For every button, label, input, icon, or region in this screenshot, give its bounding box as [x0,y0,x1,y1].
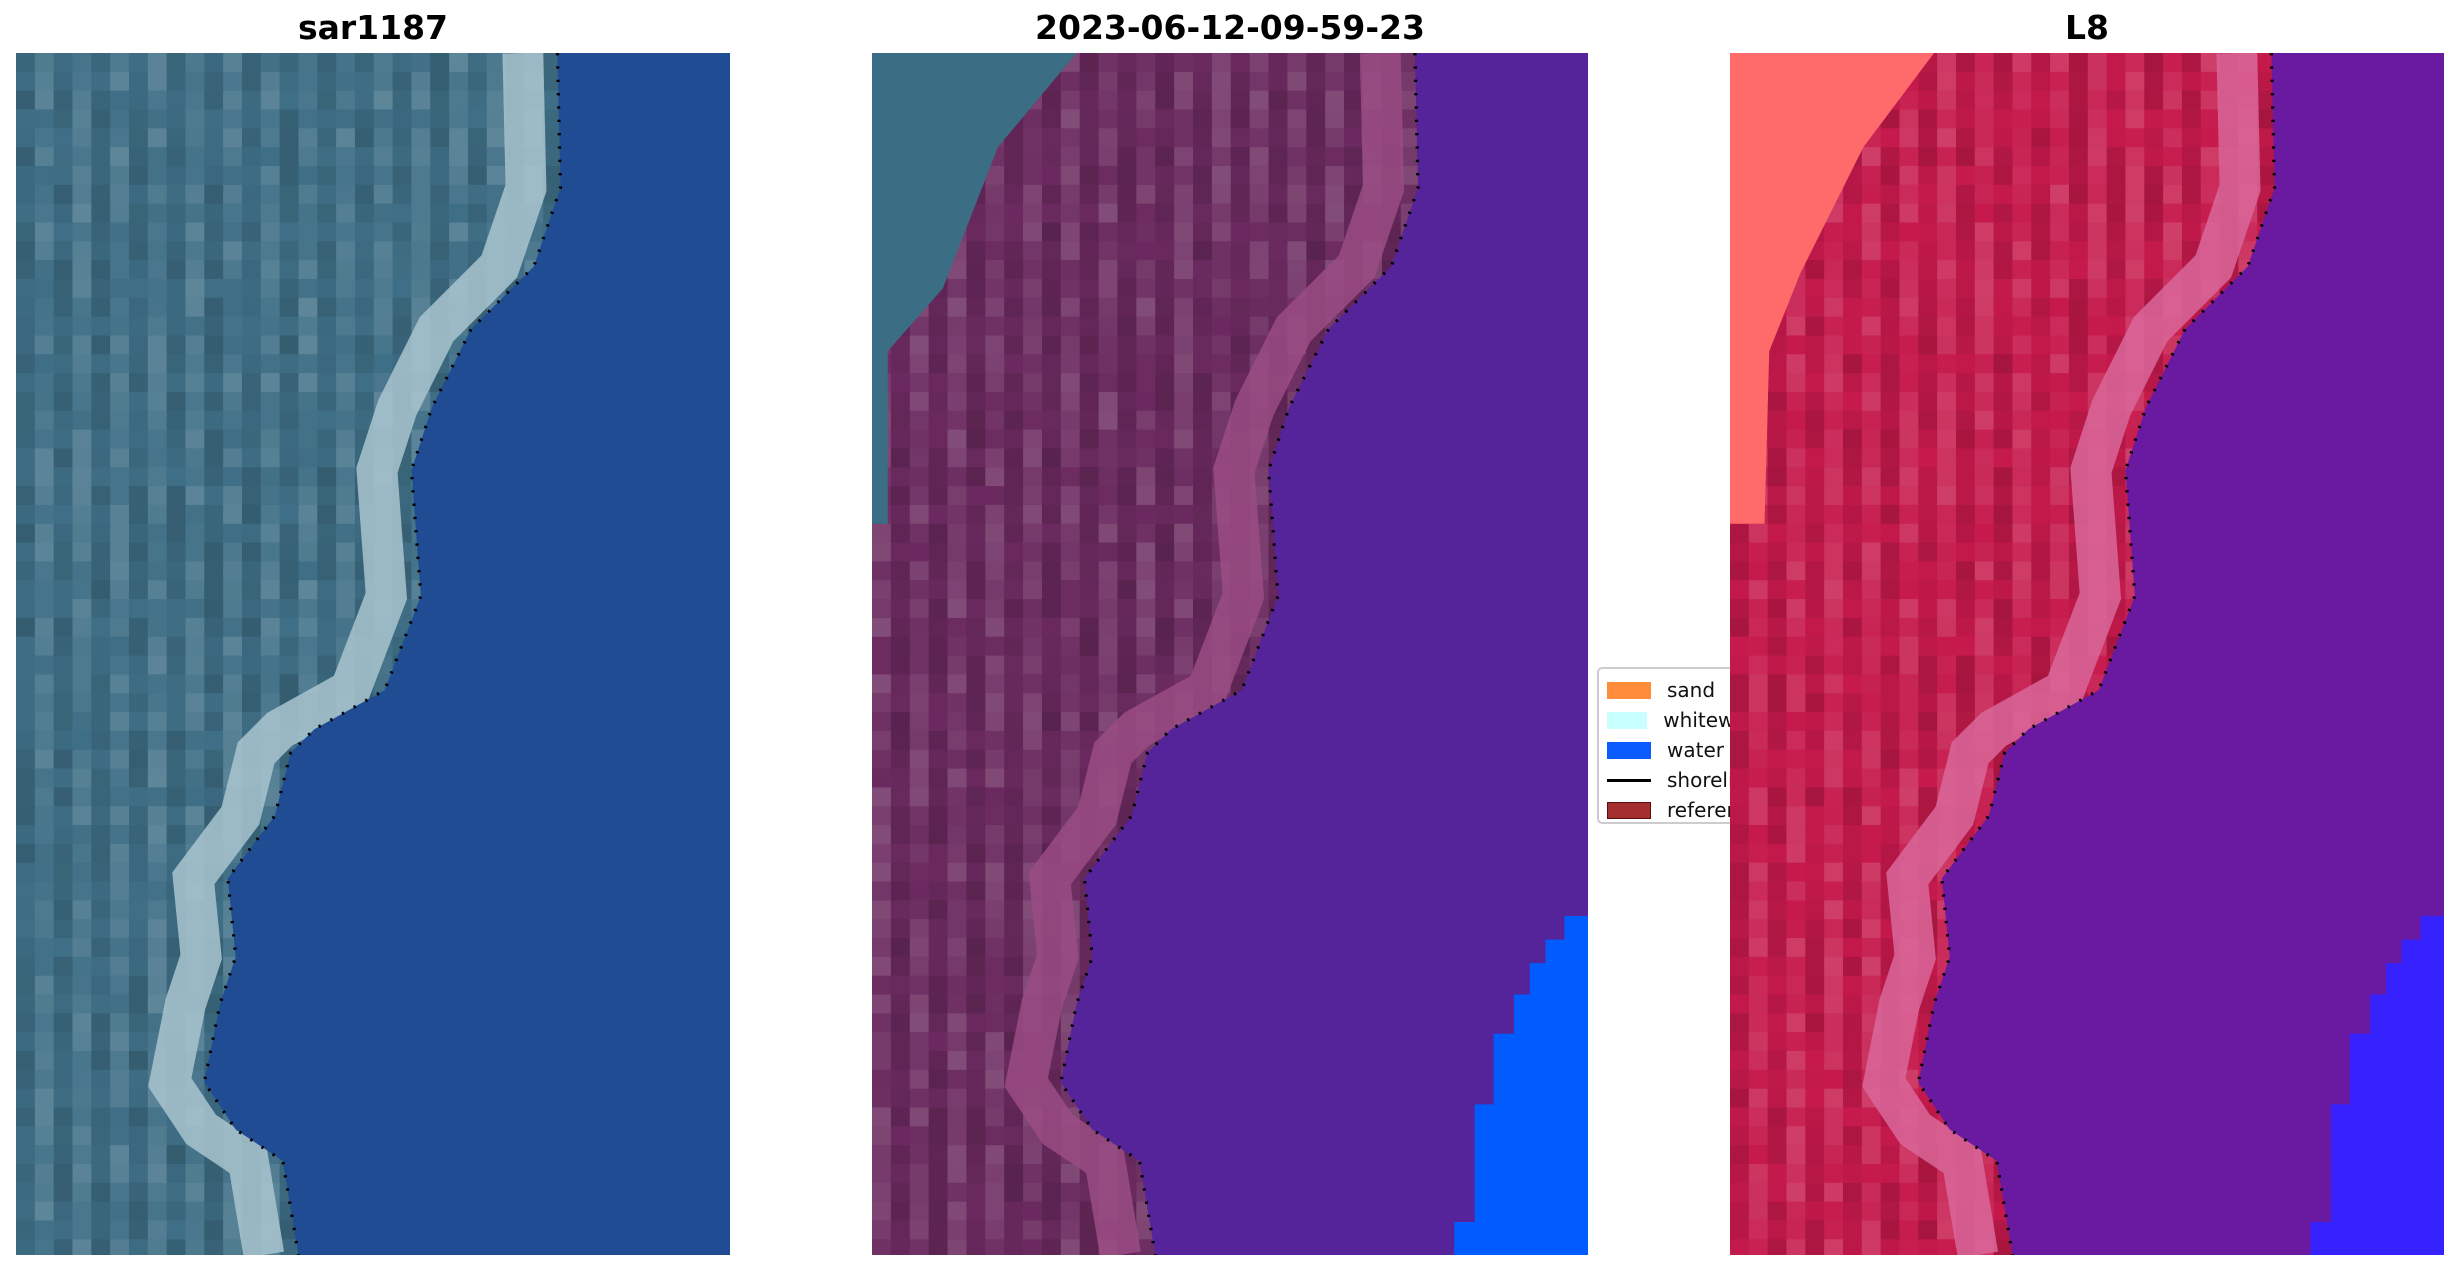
legend-label: sand [1667,678,1716,702]
satellite-image-rgb [16,53,730,1255]
whitewater-band [1862,53,2261,1255]
deep-water-area [2310,916,2444,1255]
shoreline [1059,53,1420,1255]
index-image [1730,53,2444,1255]
shoreline [202,53,563,1255]
sand-swatch [1607,681,1651,699]
water-area [1060,53,1588,1255]
water-swatch [1607,741,1651,759]
shoreline-line [1607,778,1651,782]
panel-title-1: sar1187 [297,8,449,47]
water-area [204,53,730,1255]
deep-water-area [1454,916,1588,1255]
whitewater-swatch [1607,711,1648,729]
legend-label: water [1667,738,1724,762]
classified-image [872,53,1588,1255]
panel-title-2: 2023-06-12-09-59-23 [1035,8,1425,47]
bright-land-area [1730,53,1934,524]
shoreline [1916,53,2277,1255]
water-area [1918,53,2444,1255]
unclassified-area [872,53,1077,524]
legend-item-water: water [1607,735,1775,765]
panel-title-3: L8 [2065,8,2109,47]
reference-swatch [1607,801,1651,819]
legend-item-sand: sand [1607,675,1775,705]
whitewater-band [1004,53,1404,1255]
whitewater-band [148,53,547,1255]
